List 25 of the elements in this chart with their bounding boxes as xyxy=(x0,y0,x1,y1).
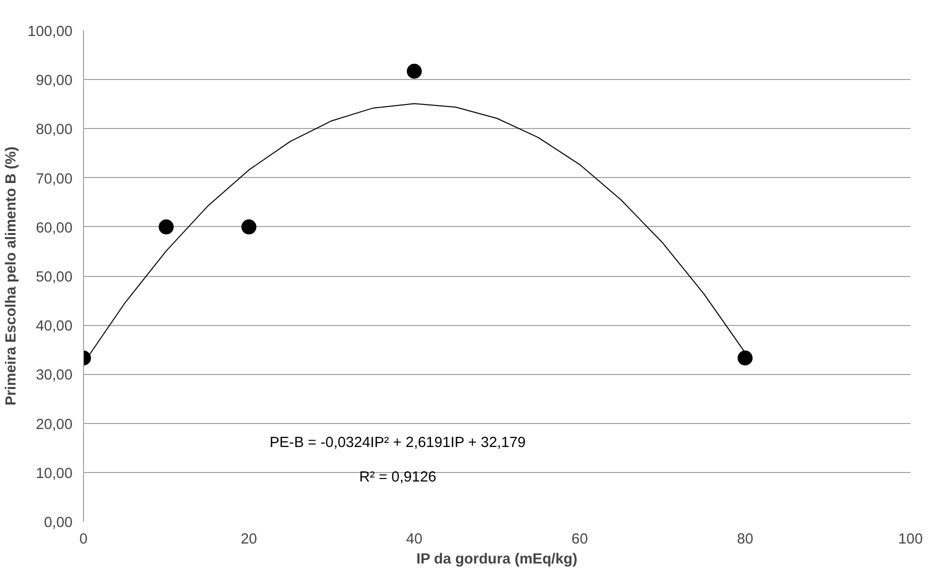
point xyxy=(158,219,174,234)
y-tick-label: 10,00 xyxy=(36,466,73,482)
x-tick-label: 80 xyxy=(736,532,754,548)
y-tick-label: 100,00 xyxy=(28,24,72,40)
y-tick-label: 80,00 xyxy=(36,122,73,138)
y-tick-label: 30,00 xyxy=(36,368,73,384)
point xyxy=(738,350,753,366)
annotation: PE-B = -0,0324IP² + 2,6191IP + 32,179 xyxy=(270,434,526,451)
y-axis-title: Primeira Escolha pelo alimento B (%) xyxy=(4,146,20,406)
x-tick-label: 0 xyxy=(79,532,88,548)
y-tick-label: 0,00 xyxy=(44,515,73,531)
y-tick-label: 20,00 xyxy=(36,416,73,433)
y-tick-label: 40,00 xyxy=(36,318,73,335)
y-tick-label: 60,00 xyxy=(36,220,73,236)
point xyxy=(406,64,422,79)
y-tick-label: 50,00 xyxy=(36,270,73,286)
y-tick-label: 90,00 xyxy=(36,73,73,90)
y-tick-label: 70,00 xyxy=(36,171,73,188)
x-axis-title: IP da gordura (mEq/kg) xyxy=(416,552,578,568)
x-tick-label: 60 xyxy=(572,532,588,548)
point xyxy=(241,219,256,234)
x-tick-label: 20 xyxy=(240,532,258,548)
x-tick-label: 40 xyxy=(406,532,422,548)
x-tick-label: 100 xyxy=(898,532,923,548)
annotation: R² = 0,9126 xyxy=(359,469,436,486)
